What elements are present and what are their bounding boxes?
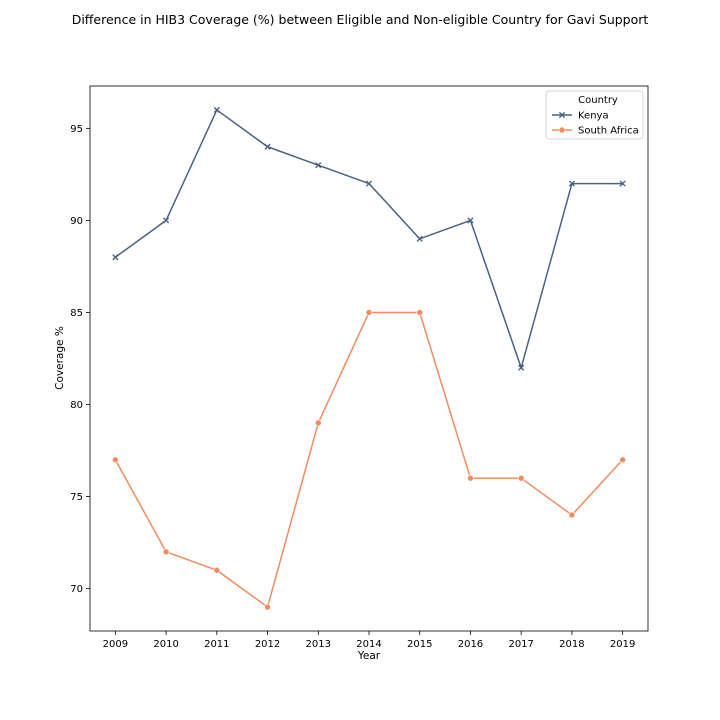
legend-marker-kenya <box>558 111 566 119</box>
x-tick-label: 2010 <box>153 639 178 650</box>
data-point-south-africa <box>264 603 271 611</box>
series-line-kenya <box>114 109 623 369</box>
data-point-south-africa <box>517 474 525 482</box>
data-point-kenya <box>162 217 170 224</box>
x-tick-label: 2015 <box>407 639 432 650</box>
series-layer <box>112 106 626 611</box>
legend-item-kenya: Kenya <box>552 111 609 122</box>
x-tick-label: 2014 <box>356 639 381 650</box>
x-tick-label: 2012 <box>255 639 280 650</box>
y-tick-label: 90 <box>70 216 83 227</box>
legend-label-kenya: Kenya <box>578 111 609 122</box>
x-tick-label: 2011 <box>204 639 229 650</box>
data-point-south-africa <box>416 309 424 316</box>
data-point-kenya <box>365 180 373 187</box>
legend-marker-south-africa <box>558 126 566 134</box>
x-tick-label: 2013 <box>306 639 331 650</box>
data-point-south-africa <box>365 309 373 316</box>
data-point-kenya <box>518 364 525 371</box>
y-axis-label: Coverage % <box>54 326 66 390</box>
data-point-kenya <box>315 162 322 169</box>
data-point-south-africa <box>112 456 119 464</box>
x-tick-label: 2016 <box>458 639 483 650</box>
x-tick-label: 2009 <box>103 639 128 650</box>
series-south-africa <box>112 309 626 611</box>
series-kenya <box>112 106 626 371</box>
data-point-kenya <box>467 217 474 224</box>
x-axis: 2009 2010 2011 2012 2013 2014 2015 2016 2017 2018… <box>103 631 635 650</box>
y-tick-label: 85 <box>70 308 83 319</box>
x-tick-label: 2017 <box>508 639 533 650</box>
y-axis: 70 75 80 85 90 95 <box>70 124 90 595</box>
data-point-kenya <box>213 106 220 114</box>
data-point-south-africa <box>162 548 170 556</box>
data-point-kenya <box>619 180 626 187</box>
data-point-kenya <box>112 254 119 261</box>
data-point-kenya <box>568 180 576 187</box>
y-tick-label: 95 <box>70 124 83 135</box>
y-tick-label: 75 <box>70 492 83 503</box>
series-line-south-africa <box>114 311 624 608</box>
x-tick-label: 2018 <box>559 639 584 650</box>
y-tick-label: 80 <box>70 400 83 411</box>
data-point-south-africa <box>314 419 322 427</box>
y-tick-label: 70 <box>70 584 83 595</box>
data-point-south-africa <box>467 474 474 482</box>
x-axis-label: Year <box>357 650 381 662</box>
legend-title: Country <box>578 95 618 106</box>
legend: Country Kenya South Africa <box>545 90 644 140</box>
legend-item-south-africa: South Africa <box>552 126 639 137</box>
legend-box <box>545 90 644 140</box>
chart-title: Difference in HIB3 Coverage (%) between … <box>72 12 649 27</box>
x-tick-label: 2019 <box>610 639 635 650</box>
data-point-south-africa <box>213 566 221 574</box>
legend-label-south-africa: South Africa <box>578 126 639 137</box>
data-point-south-africa <box>568 511 576 519</box>
data-point-kenya <box>264 143 271 150</box>
data-point-kenya <box>416 235 423 242</box>
data-point-south-africa <box>619 456 626 464</box>
plot-frame <box>89 85 649 632</box>
